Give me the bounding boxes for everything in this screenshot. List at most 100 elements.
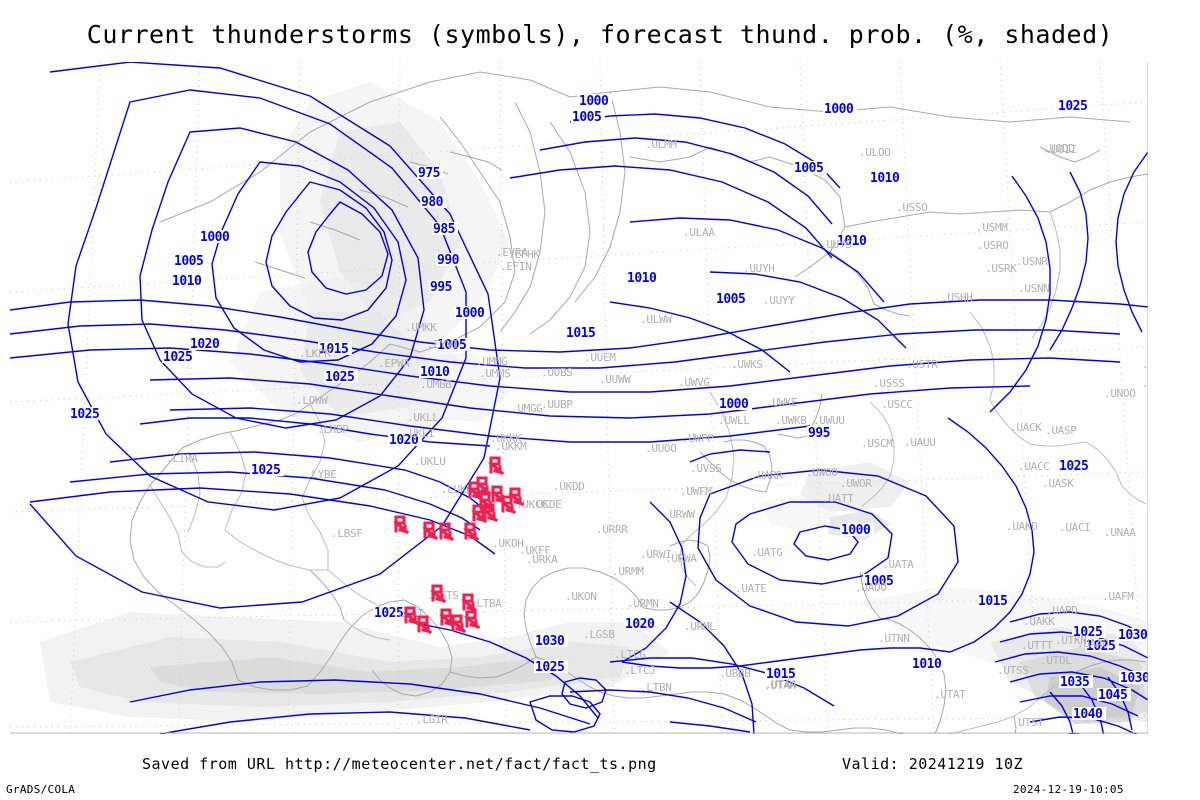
- isobar-label: 995: [807, 426, 833, 441]
- isobar-label: 1025: [1085, 639, 1119, 654]
- thunderstorm-symbol: [392, 515, 410, 535]
- station-identifier: .UKCC: [516, 498, 548, 511]
- station-identifier: .UOII: [1045, 143, 1077, 156]
- isobar-value: 1010: [837, 234, 867, 249]
- station-identifier: .UWKB: [775, 414, 807, 427]
- thunderstorm-symbol: [507, 487, 525, 507]
- isobar-label: 1025: [1072, 625, 1106, 640]
- thunderstorm-symbol: [481, 503, 499, 523]
- station-identifier: .LTBA: [470, 597, 502, 610]
- isobar-value: 985: [433, 222, 455, 237]
- thunderstorm-symbol: [415, 615, 433, 635]
- weather-map-canvas[interactable]: 975 980 985 990 995 1000 1005 1000 1005 1010 1010 1…: [10, 62, 1148, 734]
- isobar-label: 980: [420, 195, 446, 210]
- station-identifier: .USNR: [1016, 255, 1048, 268]
- station-identifier: .URML: [684, 620, 716, 633]
- station-identifier: .UTAH: [764, 679, 796, 692]
- station-identifier: .UKKK: [490, 432, 522, 445]
- station-identifier: .UWOR: [840, 477, 872, 490]
- isobar-label: 1020: [189, 337, 223, 352]
- station-identifier: .ULAA: [683, 226, 715, 239]
- isobar-label: 1000: [823, 102, 857, 117]
- station-identifier: .UKFF: [519, 544, 551, 557]
- station-identifier: .UTDL: [1040, 654, 1072, 667]
- station-labels: .EFHK.EFIN.EVRA .UMKK .EYVI .EPWA .UMMG .UMBB…: [166, 138, 1148, 729]
- station-identifier: .UAFM: [1102, 590, 1134, 603]
- isobar-value: 1025: [535, 660, 564, 675]
- station-identifier: .URWW: [663, 508, 695, 521]
- isobar-label: 1030: [534, 634, 568, 649]
- station-identifier: .UNAA: [1104, 526, 1136, 539]
- station-identifier: .UNNT: [1142, 358, 1148, 371]
- isobar-value: 1005: [437, 338, 466, 353]
- station-identifier: .UKKM: [495, 440, 527, 453]
- station-identifier: .UACI: [1059, 521, 1091, 534]
- station-identifier: .URWA: [665, 552, 697, 565]
- station-identifier: .EFIN: [500, 260, 532, 273]
- isobar-value: 1000: [841, 523, 871, 538]
- isobar-label: 975: [417, 166, 443, 181]
- station-identifier: .UWVG: [678, 376, 710, 389]
- thunderstorm-symbol: [489, 485, 507, 505]
- station-identifier: .UATG: [751, 546, 783, 559]
- producer-label: GrADS/COLA: [6, 783, 76, 796]
- station-identifier: .UMBB: [420, 378, 452, 391]
- station-identifier: .USHH: [941, 291, 973, 304]
- thunderstorm-symbol: [438, 608, 456, 628]
- station-identifier: .LTCJ: [624, 664, 656, 677]
- station-identifier: .UWFM: [680, 485, 712, 498]
- station-identifier: .USRK: [985, 262, 1017, 275]
- isobar-label: 1025: [250, 463, 284, 478]
- station-identifier: .UUBS: [541, 366, 573, 379]
- station-identifier: .UTST: [1012, 716, 1044, 729]
- station-identifier: .UODD: [1043, 142, 1075, 155]
- station-identifier: .LGIR: [416, 713, 448, 726]
- station-identifier: .UATT: [822, 492, 854, 505]
- thunderstorm-symbol: [421, 521, 439, 541]
- generation-timestamp-label: 2024-12-19-10:05: [1013, 783, 1124, 796]
- station-identifier: .UTAT: [934, 688, 966, 701]
- station-identifier: .UAKK: [1023, 615, 1055, 628]
- station-identifier: .URKA: [526, 553, 558, 566]
- isobar-label: 1015: [977, 594, 1011, 609]
- station-identifier: .UATA: [882, 558, 914, 571]
- thunderstorm-symbol: [437, 522, 455, 542]
- station-identifier: .UARR: [751, 469, 783, 482]
- isobar-label: 1005: [715, 292, 749, 307]
- isobar-value: 1020: [389, 433, 419, 448]
- station-identifier: .UTSS: [997, 664, 1029, 677]
- isobar-label: 1010: [911, 657, 945, 672]
- isobar-value: 1015: [319, 342, 348, 357]
- isobar-value: 1010: [870, 171, 900, 186]
- isobar-value: 975: [418, 166, 440, 181]
- station-identifier: .UBBB: [719, 667, 751, 680]
- station-identifier: .LTBN: [640, 681, 672, 694]
- station-identifier: .UUWW: [599, 373, 631, 386]
- thunderstorm-symbol: [466, 481, 484, 501]
- station-identifier: .UWPP: [682, 432, 714, 445]
- station-identifier: .UAUU: [904, 436, 936, 449]
- station-identifier: .UUOO: [645, 442, 677, 455]
- thunderstorm-symbol: [429, 584, 447, 604]
- station-identifier: .UMMS: [479, 367, 511, 380]
- isobar-label: 1000: [718, 397, 752, 412]
- isobar-value: 1010: [172, 274, 202, 289]
- station-identifier: .EYVI: [427, 338, 459, 351]
- isobar-value: 995: [808, 426, 830, 441]
- station-identifier: .URMM: [612, 565, 644, 578]
- thunderstorm-symbol: [402, 606, 420, 626]
- isobar-value: 1030: [535, 634, 565, 649]
- thunderstorm-symbol: [499, 495, 517, 515]
- isobar-labels: 975 980 985 990 995 1000 1005 1000 1005 1010 1010 1…: [69, 94, 1148, 722]
- station-identifier: .LGSB: [583, 628, 615, 641]
- isobar-label: 1025: [69, 407, 103, 422]
- thunderstorm-symbols: [392, 456, 525, 635]
- isobar-value: 1005: [794, 161, 823, 176]
- isobar-value: 1005: [864, 574, 893, 589]
- isobars: [10, 62, 1148, 734]
- isobar-value: 1015: [978, 594, 1007, 609]
- isobar-value: 1020: [625, 617, 655, 632]
- isobar-label: 990: [436, 253, 462, 268]
- isobar-value: 1025: [70, 407, 99, 422]
